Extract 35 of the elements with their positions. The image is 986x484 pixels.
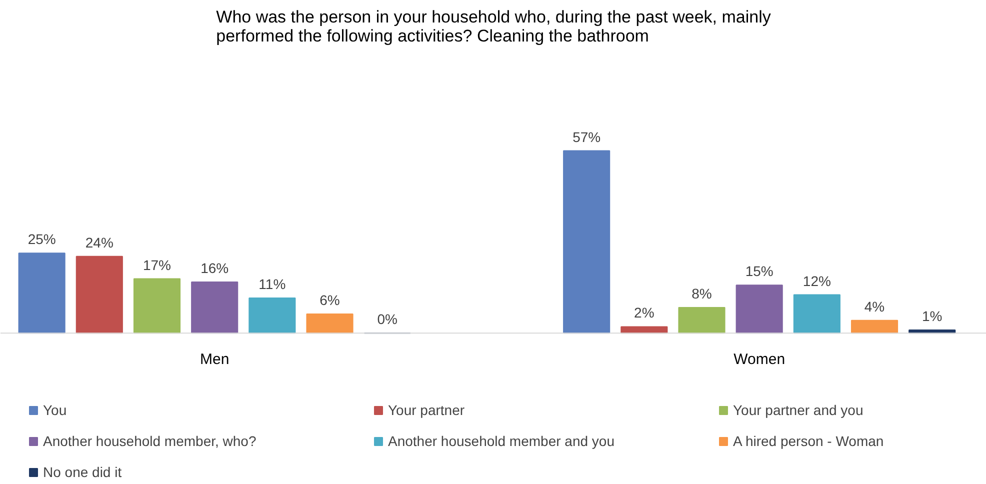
- chart-title: Who was the person in your household who, during the past week, mainly performed the following activities? Cleaning the bathroom: [216, 8, 772, 46]
- data-label: 8%: [692, 286, 712, 302]
- legend-label: You: [43, 402, 68, 418]
- data-label: 25%: [28, 231, 56, 248]
- legend-label: Your partner: [388, 402, 466, 418]
- x-tick-label: Women: [734, 351, 786, 368]
- data-label: 16%: [200, 260, 229, 276]
- bar: [191, 281, 238, 334]
- data-label: 24%: [85, 234, 114, 250]
- data-label: 17%: [142, 256, 172, 273]
- legend-label: Another household member and you: [388, 433, 616, 449]
- bar: [248, 297, 296, 334]
- bar: [306, 313, 354, 334]
- bar: [133, 278, 181, 334]
- data-label: 0%: [377, 311, 398, 328]
- legend-label: A hired person - Woman: [733, 433, 885, 449]
- bar: [850, 320, 898, 334]
- bar: [793, 294, 840, 334]
- bar: [18, 252, 66, 334]
- data-label: 15%: [745, 263, 774, 280]
- legend-label: No one did it: [43, 464, 123, 480]
- data-label: 1%: [922, 308, 942, 324]
- data-label: 2%: [634, 304, 654, 321]
- x-tick-label: Men: [200, 351, 230, 368]
- bar: [563, 150, 610, 334]
- data-label: 12%: [802, 272, 831, 289]
- legend-label: Another household member, who?: [43, 433, 258, 449]
- bar: [678, 307, 726, 334]
- data-label: 4%: [864, 298, 885, 314]
- data-label: 57%: [572, 128, 601, 145]
- data-label: 6%: [320, 292, 340, 308]
- bar: [76, 256, 123, 334]
- bar: [736, 284, 783, 334]
- data-label: 11%: [258, 276, 286, 292]
- legend-label: Your partner and you: [733, 402, 864, 418]
